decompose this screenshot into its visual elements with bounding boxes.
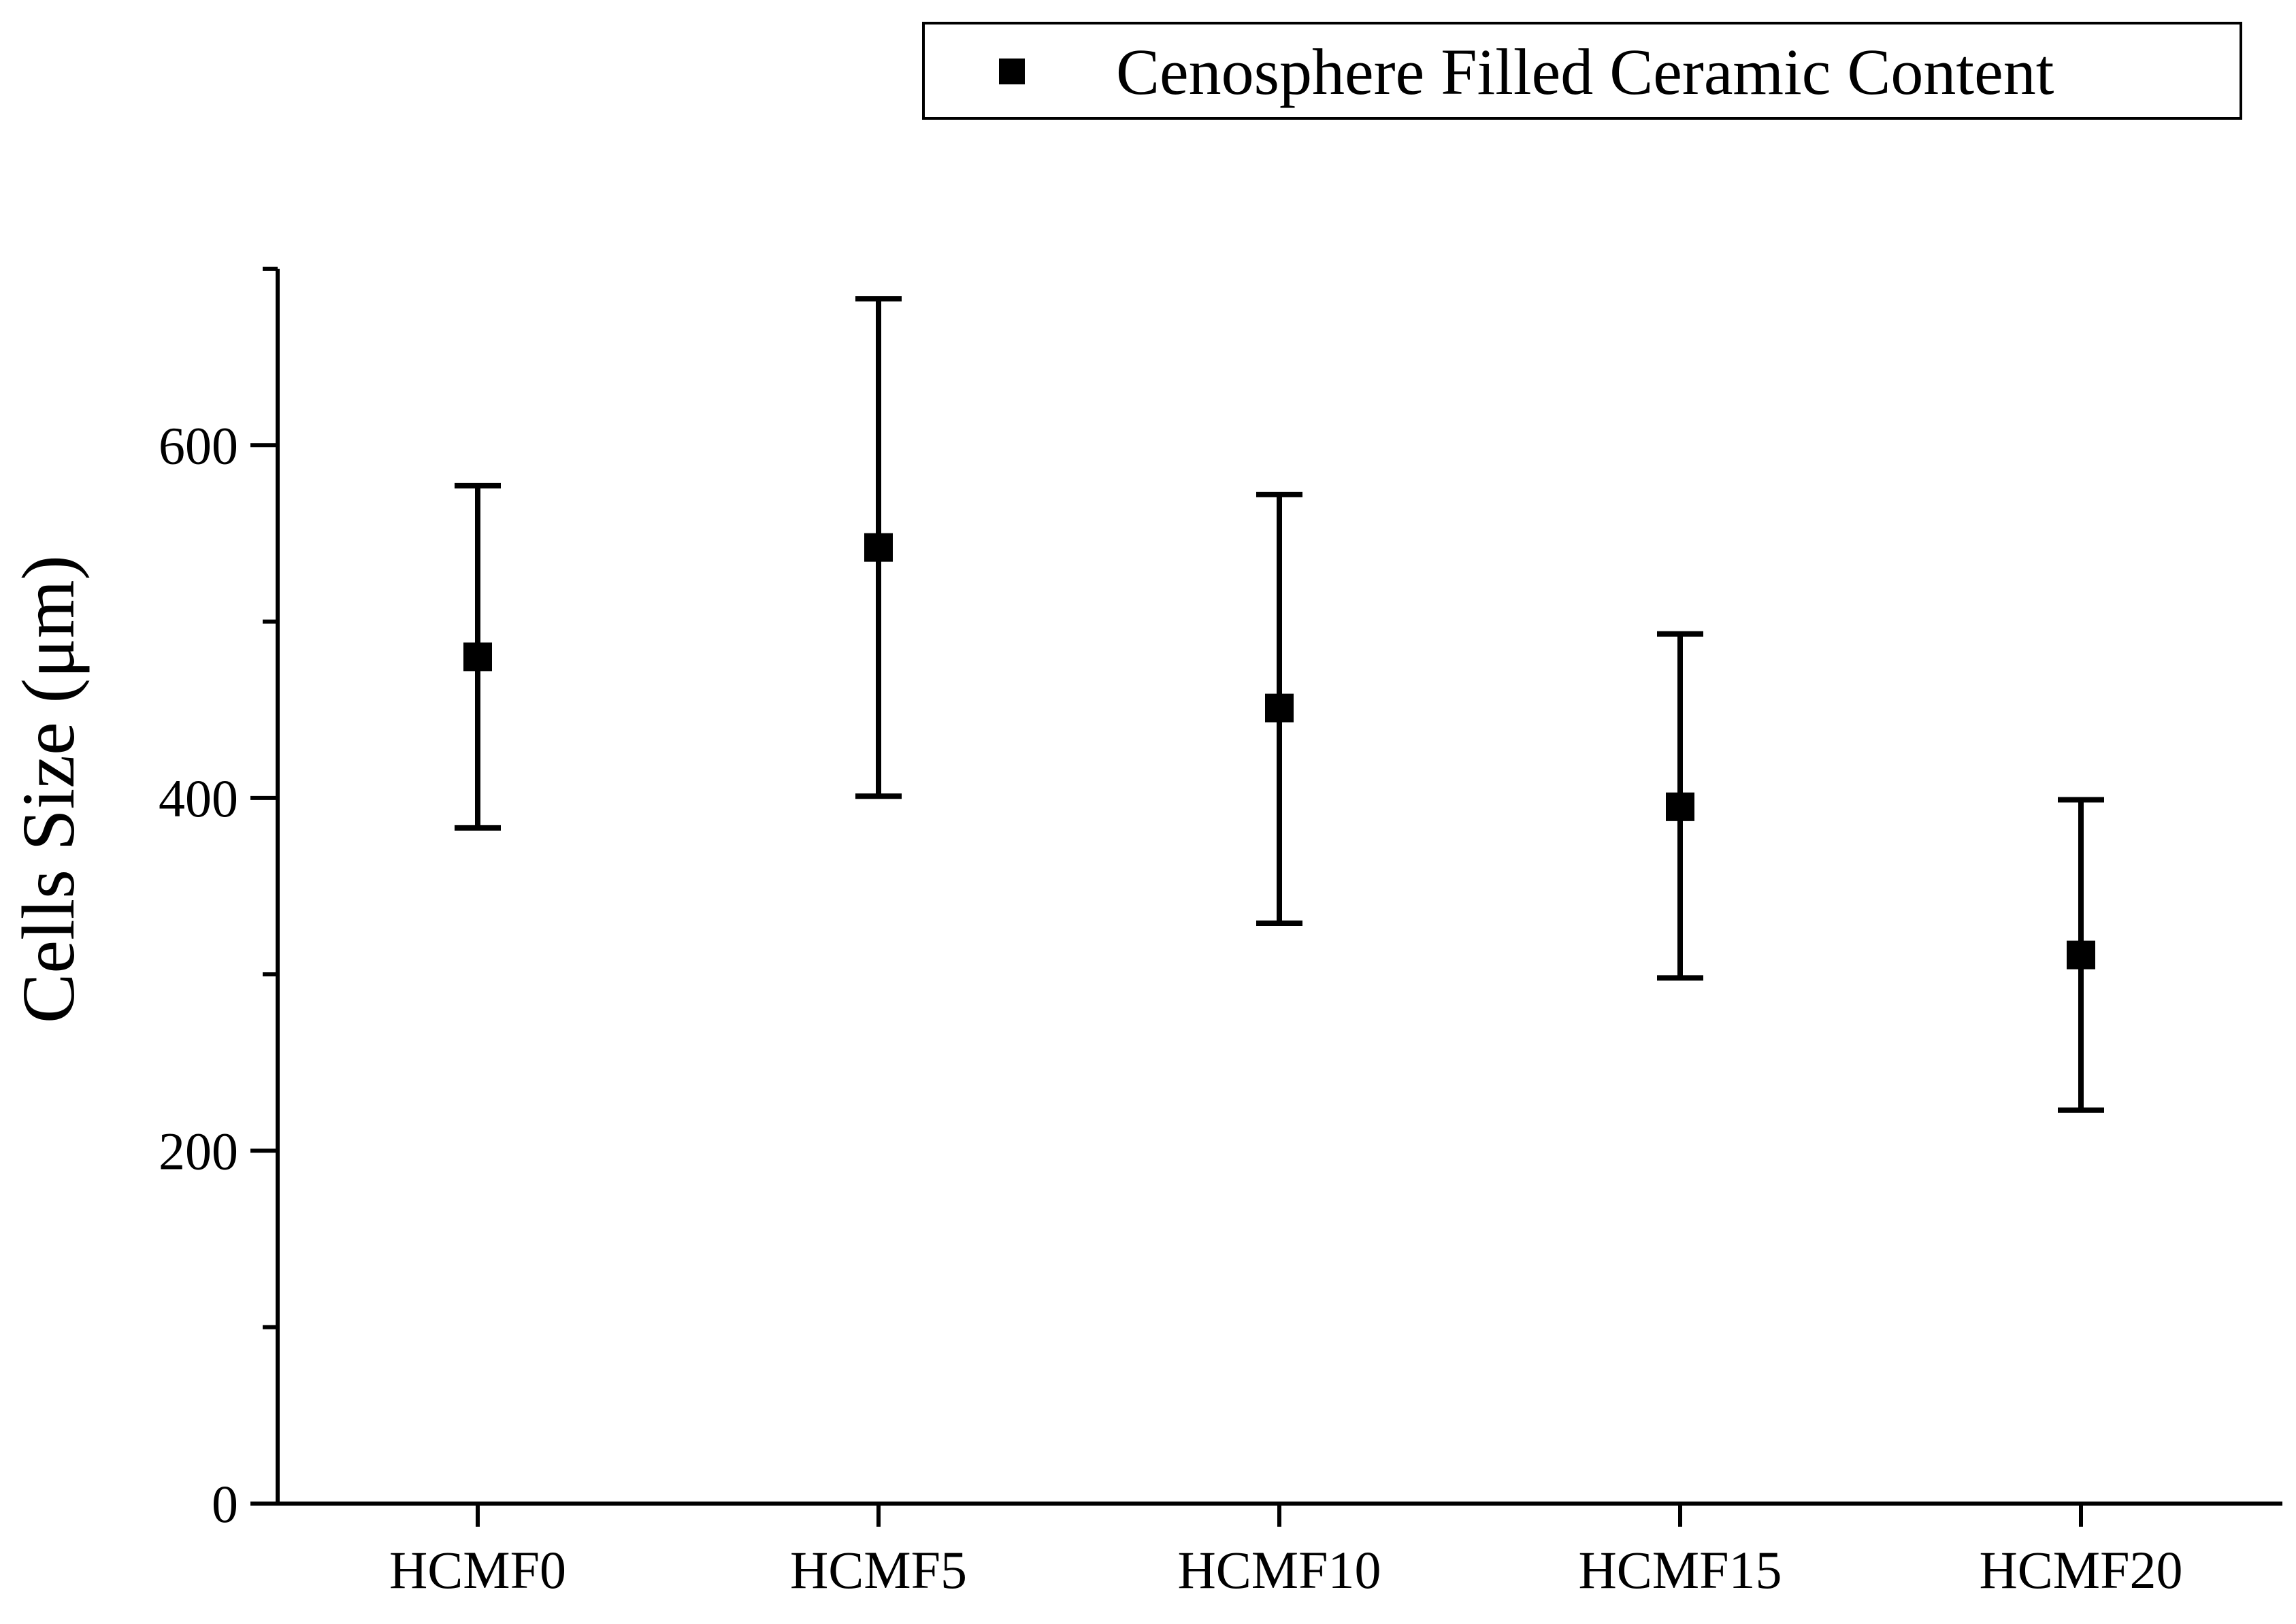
legend: Cenosphere Filled Ceramic Content bbox=[922, 22, 2242, 120]
data-point bbox=[864, 533, 893, 562]
legend-box bbox=[922, 22, 2242, 120]
legend-marker bbox=[999, 59, 1025, 84]
data-point bbox=[463, 642, 492, 672]
axes: 0 200 400 600 HCMF0 HCMF5 HCMF10 HCMF15 HCMF20 bbox=[159, 267, 2282, 1600]
x-tick-label: HCMF10 bbox=[1177, 1540, 1381, 1600]
x-tick-label: HCMF15 bbox=[1578, 1540, 1782, 1600]
y-axis-label: Cells Size (μm) bbox=[7, 555, 90, 1023]
legend-label: Cenosphere Filled Ceramic Content bbox=[1116, 35, 2054, 108]
y-tick-label: 600 bbox=[159, 416, 238, 475]
plot-area bbox=[455, 296, 2104, 1113]
data-point bbox=[2067, 940, 2095, 970]
y-tick-label: 0 bbox=[212, 1474, 238, 1534]
y-tick-label: 400 bbox=[159, 769, 238, 828]
x-tick-label: HCMF5 bbox=[790, 1540, 967, 1600]
x-tick-label: HCMF20 bbox=[1979, 1540, 2182, 1600]
y-tick-label: 200 bbox=[159, 1121, 238, 1180]
data-point bbox=[1265, 693, 1294, 723]
data-point bbox=[1666, 792, 1694, 821]
x-tick-label: HCMF0 bbox=[389, 1540, 566, 1600]
